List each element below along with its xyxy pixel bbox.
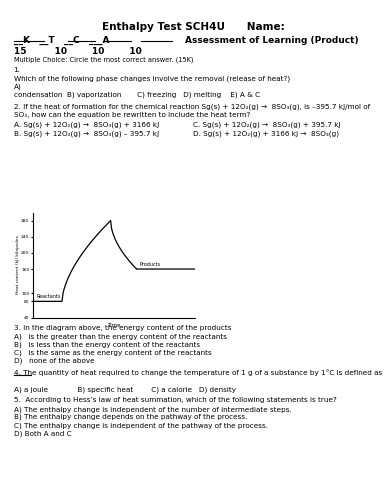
Text: SO₃, how can the equation be rewritten to include the heat term?: SO₃, how can the equation be rewritten t… <box>14 112 250 118</box>
Text: Multiple Choice: Circle the most correct answer. (15K): Multiple Choice: Circle the most correct… <box>14 56 193 63</box>
Text: 3. In the diagram above, the energy content of the products: 3. In the diagram above, the energy cont… <box>14 325 231 331</box>
Text: Which of the following phase changes involve the removal (release of heat?): Which of the following phase changes inv… <box>14 76 290 82</box>
Text: 1.: 1. <box>14 67 20 73</box>
Text: A) The enthalpy change is independent of the number of intermediate steps.: A) The enthalpy change is independent of… <box>14 406 291 412</box>
Text: 15         10        10        10: 15 10 10 10 <box>14 47 141 56</box>
Text: C)   is the same as the energy content of the reactants: C) is the same as the energy content of … <box>14 350 211 356</box>
X-axis label: Time: Time <box>107 323 120 328</box>
Text: Enthalpy Test SCH4U      Name:: Enthalpy Test SCH4U Name: <box>102 22 284 32</box>
Text: D) Both A and C: D) Both A and C <box>14 430 71 436</box>
Text: condensation  B) vaporization       C) freezing   D) melting    E) A & C: condensation B) vaporization C) freezing… <box>14 92 260 98</box>
Y-axis label: Heat content (kJ) kilojoules: Heat content (kJ) kilojoules <box>16 236 20 294</box>
Text: C) The enthalpy change is independent of the pathway of the process.: C) The enthalpy change is independent of… <box>14 422 267 428</box>
Text: B) The enthalpy change depends on the pathway of the process.: B) The enthalpy change depends on the pa… <box>14 414 247 420</box>
Text: B)   is less than the energy content of the reactants: B) is less than the energy content of th… <box>14 342 200 348</box>
Text: A)   is the greater than the energy content of the reactants: A) is the greater than the energy conten… <box>14 334 227 340</box>
Text: Assessment of Learning (Product): Assessment of Learning (Product) <box>185 36 359 45</box>
Text: D)   none of the above: D) none of the above <box>14 358 94 364</box>
Text: 4. The quantity of heat required to change the temperature of 1 g of a substance: 4. The quantity of heat required to chan… <box>14 369 382 376</box>
Text: Products: Products <box>140 262 161 266</box>
Text: A): A) <box>14 84 21 90</box>
Text: Reactants: Reactants <box>36 294 61 299</box>
Text: 2. If the heat of formation for the chemical reaction Sg(s) + 12O₂(g) →  8SO₃(g): 2. If the heat of formation for the chem… <box>14 103 370 110</box>
Text: C. Sg(s) + 12O₂(g) →  8SO₃(g) + 395.7 kJ: C. Sg(s) + 12O₂(g) → 8SO₃(g) + 395.7 kJ <box>193 121 340 128</box>
Text: A. Sg(s) + 12O₂(g) →  8SO₃(g) + 3166 kJ: A. Sg(s) + 12O₂(g) → 8SO₃(g) + 3166 kJ <box>14 121 159 128</box>
Text: B. Sg(s) + 12O₂(g) →  8SO₃(g) – 395.7 kJ: B. Sg(s) + 12O₂(g) → 8SO₃(g) – 395.7 kJ <box>14 130 159 136</box>
Text: D. Sg(s) + 12O₂(g) + 3166 kJ →  8SO₃(g): D. Sg(s) + 12O₂(g) + 3166 kJ → 8SO₃(g) <box>193 130 339 136</box>
Text: __K   __T   __C   ___A: __K __T __C ___A <box>14 36 109 45</box>
Text: A) a joule             B) specific heat        C) a calorie   D) density: A) a joule B) specific heat C) a calorie… <box>14 386 235 392</box>
Text: 5.  According to Hess’s law of heat summation, which of the following statements: 5. According to Hess’s law of heat summa… <box>14 397 336 403</box>
